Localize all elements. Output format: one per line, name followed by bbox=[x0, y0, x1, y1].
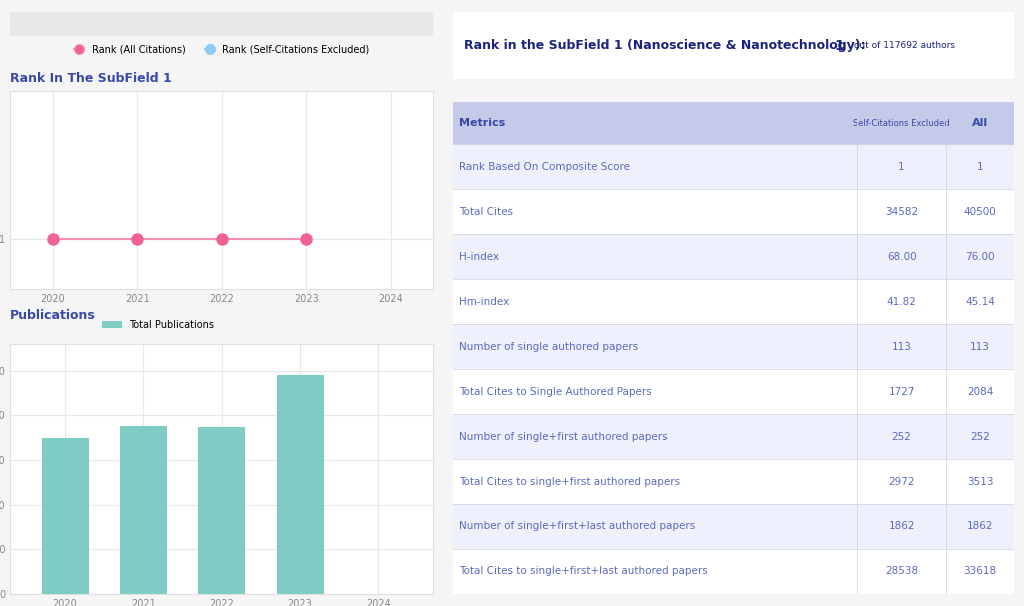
Text: 113: 113 bbox=[892, 342, 911, 351]
Bar bbox=[120, 426, 167, 594]
Text: Rank In The SubField 1: Rank In The SubField 1 bbox=[10, 72, 172, 85]
Text: 40500: 40500 bbox=[964, 207, 996, 217]
Text: Metrics: Metrics bbox=[459, 118, 505, 128]
Text: 68.00: 68.00 bbox=[887, 251, 916, 262]
Text: 1727: 1727 bbox=[889, 387, 914, 396]
Text: 28538: 28538 bbox=[885, 567, 919, 576]
Bar bbox=[276, 375, 324, 594]
Text: 2084: 2084 bbox=[967, 387, 993, 396]
FancyBboxPatch shape bbox=[453, 414, 1014, 459]
Text: 41.82: 41.82 bbox=[887, 297, 916, 307]
Text: Hm-index: Hm-index bbox=[459, 297, 509, 307]
Legend: Rank (All Citations), Rank (Self-Citations Excluded): Rank (All Citations), Rank (Self-Citatio… bbox=[71, 40, 374, 58]
Text: 1862: 1862 bbox=[967, 521, 993, 531]
Text: Number of single+first+last authored papers: Number of single+first+last authored pap… bbox=[459, 521, 695, 531]
Text: out of 117692 authors: out of 117692 authors bbox=[851, 41, 955, 50]
Text: 113: 113 bbox=[970, 342, 990, 351]
Text: Self-Citations Excluded: Self-Citations Excluded bbox=[853, 119, 950, 127]
Text: Total Cites to Single Authored Papers: Total Cites to Single Authored Papers bbox=[459, 387, 651, 396]
Text: 34582: 34582 bbox=[885, 207, 919, 217]
Text: 1: 1 bbox=[898, 162, 905, 172]
Text: 33618: 33618 bbox=[964, 567, 996, 576]
FancyBboxPatch shape bbox=[453, 504, 1014, 549]
Text: 3513: 3513 bbox=[967, 476, 993, 487]
Text: 1862: 1862 bbox=[889, 521, 914, 531]
Text: Total Cites to single+first+last authored papers: Total Cites to single+first+last authore… bbox=[459, 567, 708, 576]
Legend: Total Publications: Total Publications bbox=[98, 316, 218, 334]
Text: Number of single+first authored papers: Number of single+first authored papers bbox=[459, 431, 668, 442]
FancyBboxPatch shape bbox=[453, 235, 1014, 279]
Text: Number of single authored papers: Number of single authored papers bbox=[459, 342, 638, 351]
FancyBboxPatch shape bbox=[453, 102, 1014, 144]
Text: 45.14: 45.14 bbox=[966, 297, 995, 307]
Text: Total Cites to single+first authored papers: Total Cites to single+first authored pap… bbox=[459, 476, 680, 487]
FancyBboxPatch shape bbox=[453, 189, 1014, 235]
Text: 2972: 2972 bbox=[889, 476, 914, 487]
Text: Rank in the SubField 1 (Nanoscience & Nanotechnology):: Rank in the SubField 1 (Nanoscience & Na… bbox=[464, 39, 870, 52]
FancyBboxPatch shape bbox=[453, 279, 1014, 324]
Text: 76.00: 76.00 bbox=[966, 251, 995, 262]
FancyBboxPatch shape bbox=[453, 369, 1014, 414]
FancyBboxPatch shape bbox=[453, 459, 1014, 504]
Bar bbox=[199, 427, 246, 594]
Text: All: All bbox=[972, 118, 988, 128]
FancyBboxPatch shape bbox=[453, 549, 1014, 594]
Text: 252: 252 bbox=[892, 431, 911, 442]
Text: Rank Based On Composite Score: Rank Based On Composite Score bbox=[459, 162, 630, 172]
Text: H-index: H-index bbox=[459, 251, 499, 262]
Bar bbox=[42, 438, 89, 594]
FancyBboxPatch shape bbox=[453, 324, 1014, 369]
FancyBboxPatch shape bbox=[453, 144, 1014, 189]
Text: Total Cites: Total Cites bbox=[459, 207, 513, 217]
Text: Publications: Publications bbox=[10, 309, 96, 322]
Text: 1: 1 bbox=[977, 162, 983, 172]
Text: 252: 252 bbox=[970, 431, 990, 442]
Text: 1: 1 bbox=[835, 39, 844, 53]
